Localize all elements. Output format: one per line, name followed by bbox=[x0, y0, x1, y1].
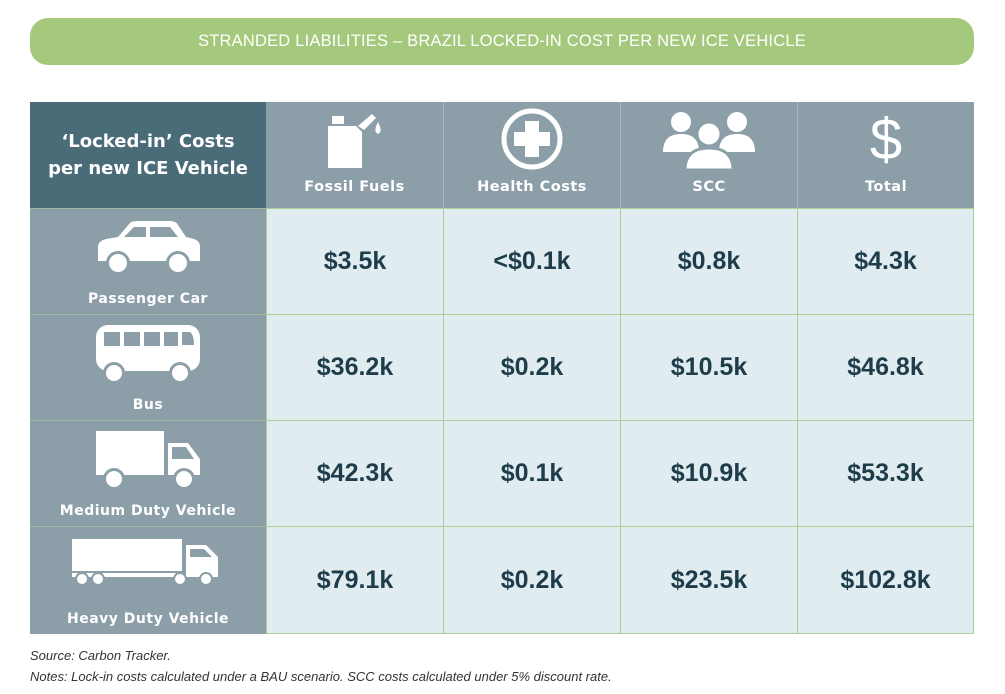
table-cell: $0.2k bbox=[443, 526, 620, 634]
column-header-fossil-fuels: Fossil Fuels bbox=[266, 102, 443, 208]
table-cell: $79.1k bbox=[266, 526, 443, 634]
lorry-icon bbox=[72, 539, 218, 586]
footnotes: Source: Carbon Tracker. Notes: Lock-in c… bbox=[30, 645, 612, 687]
car-icon bbox=[98, 221, 200, 275]
table-cell: <$0.1k bbox=[443, 208, 620, 314]
table-cell: $4.3k bbox=[797, 208, 974, 314]
column-label-health-costs: Health Costs bbox=[477, 179, 587, 195]
page-title: STRANDED LIABILITIES – BRAZIL LOCKED-IN … bbox=[198, 32, 806, 50]
row-header-passenger-car: Passenger Car bbox=[30, 208, 266, 314]
people-group-icon bbox=[663, 112, 755, 172]
dollar-icon: $ bbox=[869, 107, 903, 172]
cost-table: ‘Locked-in’ Costs per new ICE Vehicle Fo… bbox=[30, 102, 974, 634]
table-cell: $46.8k bbox=[797, 314, 974, 420]
row-label-passenger-car: Passenger Car bbox=[88, 291, 208, 307]
row-header-medium-duty-vehicle: Medium Duty Vehicle bbox=[30, 420, 266, 526]
table-cell: $0.8k bbox=[620, 208, 797, 314]
table-cell: $10.5k bbox=[620, 314, 797, 420]
column-label-scc: SCC bbox=[692, 179, 726, 195]
notes-text: Notes: Lock-in costs calculated under a … bbox=[30, 669, 612, 684]
table-cell: $36.2k bbox=[266, 314, 443, 420]
bus-icon bbox=[96, 325, 200, 384]
table-cell: $42.3k bbox=[266, 420, 443, 526]
table-cell: $10.9k bbox=[620, 420, 797, 526]
table-cell: $23.5k bbox=[620, 526, 797, 634]
source-note: Source: Carbon Tracker. bbox=[30, 648, 171, 663]
column-header-scc: SCC bbox=[620, 102, 797, 208]
table-cell: $3.5k bbox=[266, 208, 443, 314]
table-corner-header: ‘Locked-in’ Costs per new ICE Vehicle bbox=[30, 102, 266, 208]
column-label-total: Total bbox=[864, 179, 908, 195]
row-header-bus: Bus bbox=[30, 314, 266, 420]
title-banner: STRANDED LIABILITIES – BRAZIL LOCKED-IN … bbox=[30, 18, 974, 65]
corner-title-line1: ‘Locked-in’ Costs bbox=[61, 131, 235, 152]
row-label-heavy-duty-vehicle: Heavy Duty Vehicle bbox=[67, 611, 229, 627]
table-cell: $53.3k bbox=[797, 420, 974, 526]
column-label-fossil-fuels: Fossil Fuels bbox=[304, 179, 405, 195]
row-header-heavy-duty-vehicle: Heavy Duty Vehicle bbox=[30, 526, 266, 634]
column-header-health-costs: Health Costs bbox=[443, 102, 620, 208]
row-label-bus: Bus bbox=[132, 397, 164, 413]
column-header-total: $ Total bbox=[797, 102, 974, 208]
table-cell: $0.1k bbox=[443, 420, 620, 526]
medical-cross-icon bbox=[501, 108, 563, 170]
table-cell: $102.8k bbox=[797, 526, 974, 634]
fuel-can-icon bbox=[327, 114, 381, 168]
row-label-medium-duty-vehicle: Medium Duty Vehicle bbox=[59, 503, 237, 519]
truck-icon bbox=[96, 431, 200, 490]
corner-title-line2: per new ICE Vehicle bbox=[48, 158, 248, 179]
table-cell: $0.2k bbox=[443, 314, 620, 420]
